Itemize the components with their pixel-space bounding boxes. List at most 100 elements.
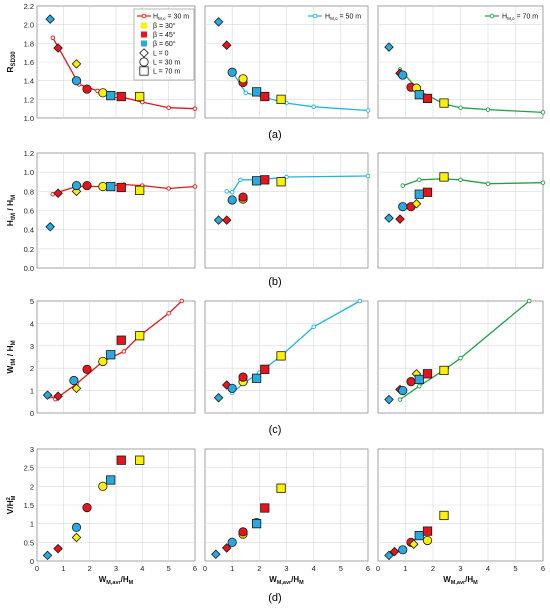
- data-point-square: [439, 172, 449, 182]
- y-axis-label-sub: SD30: [11, 51, 17, 67]
- data-point-circle: [98, 181, 108, 192]
- series-line-point: [485, 107, 491, 112]
- data-point-diamond: [45, 222, 55, 232]
- data-point-square: [414, 374, 424, 385]
- data-point-circle: [422, 535, 433, 546]
- legend-label: HM,o = 50 m: [325, 14, 361, 22]
- series-line-point: [397, 397, 403, 402]
- x-axis-label-sub2: M: [299, 580, 304, 586]
- data-point-circle: [227, 67, 237, 77]
- series-line-point: [458, 105, 463, 110]
- series-line-point: [311, 324, 316, 330]
- data-point-square: [106, 475, 116, 485]
- data-point-square: [414, 90, 424, 100]
- x-axis-label: WM,avr/HM: [269, 575, 304, 586]
- y-tick-label-b-4: 0.8: [24, 187, 34, 196]
- data-point-circle: [98, 88, 108, 98]
- legend-col3: HM,o = 70 m: [485, 13, 538, 21]
- data-point-diamond: [221, 543, 232, 553]
- x-axis-label-sub2: M: [473, 580, 478, 586]
- data-point-diamond: [384, 213, 394, 223]
- data-point-square: [260, 175, 270, 185]
- y-tick-label-c-0: 0: [30, 409, 34, 418]
- captions-layer: (a) (b) (c) (d): [268, 129, 281, 604]
- data-point-circle: [238, 527, 248, 537]
- data-point-square: [260, 503, 270, 513]
- data-point-square: [422, 187, 433, 197]
- panel-b-1: [36, 152, 198, 269]
- y-axis-label-d: V/H2M: [5, 495, 17, 514]
- data-point-square: [135, 455, 145, 465]
- data-point-circle: [398, 385, 408, 396]
- data-point-square: [439, 98, 449, 108]
- legend-label-length: L = 0: [153, 51, 169, 58]
- panel-d-1: 0 1 2 3 4 5 6 WM,avr/HM: [35, 448, 197, 586]
- y-tick-label-a-6: 2.2: [24, 2, 34, 11]
- y-axis-label-sup: 2: [6, 497, 12, 500]
- data-point-square: [106, 350, 116, 360]
- caption-b: (b): [268, 276, 281, 288]
- panel-a-2: [204, 5, 371, 119]
- caption-a: (a): [268, 129, 281, 141]
- data-point-square: [135, 331, 145, 341]
- data-point-diamond: [389, 546, 400, 557]
- data-point-circle: [82, 180, 92, 191]
- data-point-circle: [238, 74, 248, 84]
- y-axis-label-sub: tM: [11, 213, 17, 220]
- y-tick-label-d-5: 2.5: [24, 464, 34, 473]
- x-tick-label: 2: [257, 564, 261, 573]
- x-tick-label: 1: [403, 564, 407, 573]
- y-tick-label-c-5: 5: [30, 297, 34, 306]
- series-line-point: [179, 298, 185, 304]
- series-line-point: [166, 105, 171, 110]
- caption-d: (d): [268, 592, 281, 604]
- data-point-circle: [398, 545, 408, 555]
- panel-a-3: [377, 5, 546, 119]
- x-tick-label: 5: [513, 564, 517, 573]
- y-axis-label-main2: / H: [5, 200, 15, 213]
- data-point-diamond: [384, 42, 394, 52]
- series-line-point: [458, 355, 463, 361]
- data-point-square: [252, 176, 262, 186]
- data-point-square: [135, 91, 145, 102]
- y-axis-label-c: WtM / HM: [5, 340, 17, 373]
- y-tick-label-d-4: 2: [30, 482, 34, 491]
- y-axis-label-main2: / H: [5, 345, 15, 358]
- y-tick-label-c-1: 1: [30, 387, 34, 396]
- panel-c-2: [204, 298, 369, 414]
- series-line-point: [458, 177, 463, 183]
- x-tick-label: 6: [541, 564, 545, 573]
- data-point-square: [422, 369, 433, 379]
- data-point-circle: [238, 372, 248, 382]
- x-axis-label-sub: M,avr: [106, 580, 121, 586]
- series-line-point: [192, 106, 198, 111]
- data-point-diamond: [213, 215, 224, 225]
- legend-line-marker: [489, 13, 495, 19]
- y-tick-label-b-3: 0.6: [24, 207, 34, 216]
- data-point-square: [135, 185, 145, 195]
- y-tick-label-b-1: 0.2: [24, 245, 34, 254]
- data-point-diamond: [213, 17, 224, 27]
- series-line-2: [231, 70, 369, 112]
- panels-layer: 1.0 1.2 1.4 1.6 1.8 2.0 2.2 RSD30 0.0 0.2 0.4 0.6 0.…: [5, 2, 546, 586]
- data-point-circle: [98, 356, 108, 367]
- y-tick-label-d-6: 3: [30, 445, 34, 454]
- legend-label-tail: = 30 m: [166, 14, 190, 21]
- data-point-diamond: [53, 43, 63, 53]
- y-tick-label-a-5: 2.0: [24, 21, 34, 30]
- data-point-circle: [71, 522, 82, 533]
- data-point-square: [422, 93, 433, 103]
- data-point-square: [106, 181, 116, 192]
- legend-label-sub: M,o: [158, 16, 166, 21]
- legend-label-part: H: [325, 14, 330, 21]
- series-line-point: [365, 173, 371, 179]
- data-point-circle: [406, 377, 416, 387]
- x-tick-label: 0: [203, 564, 207, 573]
- x-tick-label: 0: [35, 564, 39, 573]
- x-tick-label: 6: [366, 564, 370, 573]
- data-point-diamond: [221, 40, 232, 50]
- legend-label-part: M,o: [507, 16, 515, 21]
- data-point-circle: [82, 364, 92, 374]
- x-axis-label-main: W: [99, 575, 107, 584]
- legend-marker-square: [139, 66, 149, 76]
